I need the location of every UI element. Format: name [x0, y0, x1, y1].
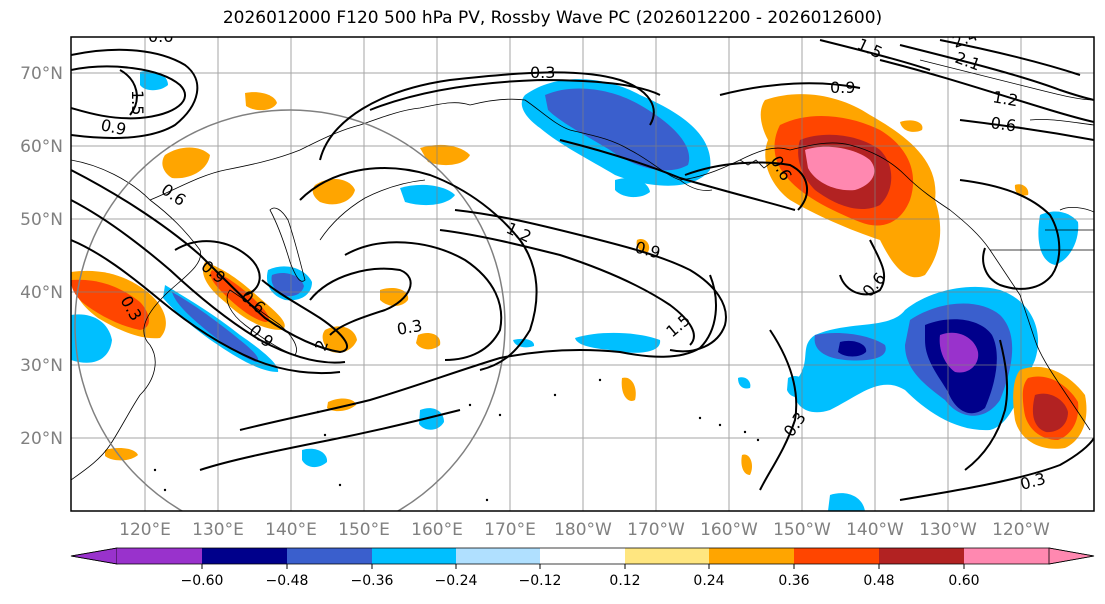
negative-anomaly-blob: [400, 184, 455, 206]
colorbar-segment: [117, 548, 202, 564]
positive-anomaly-blob: [900, 120, 923, 132]
lon-label: 130°E: [192, 520, 244, 540]
colorbar-segment: [372, 548, 456, 564]
lat-label: 30°N: [20, 356, 63, 376]
colorbar-segment: [794, 548, 879, 564]
colorbar-tick-label: 0.12: [609, 573, 640, 589]
negative-anomaly-japan-core: [172, 292, 259, 362]
colorbar-tick-label: −0.12: [519, 573, 562, 589]
colorbar-tick-label: −0.48: [266, 573, 309, 589]
pv-shading: [71, 70, 1087, 511]
contour-label: 1.5: [854, 34, 885, 62]
contour-label: 0.3: [530, 63, 555, 82]
positive-anomaly-blob: [105, 447, 138, 461]
contour-label: 0.3: [1018, 469, 1048, 494]
islands: [153, 378, 760, 502]
lon-label: 170°W: [627, 520, 685, 540]
negative-anomaly-blob: [419, 408, 444, 430]
negative-anomaly-sakhalin-core: [271, 273, 304, 297]
contour-label: 0.3: [395, 316, 423, 339]
colorbar-segment: [540, 548, 625, 564]
map-title: 2026012000 F120 500 hPa PV, Rossby Wave …: [222, 8, 883, 28]
colorbar-arrow-max: [1048, 547, 1095, 565]
colorbar-outline: [70, 547, 1095, 565]
colorbar-tick-label: 0.60: [948, 573, 979, 589]
colorbar: −0.60 −0.48 −0.36 −0.24 −0.12 0.12 0.24 …: [70, 547, 1095, 589]
analysis-region-circle: [74, 109, 506, 511]
colorbar-tick-label: −0.24: [435, 573, 478, 589]
coastlines: [71, 59, 1094, 481]
colorbar-segment: [964, 548, 1049, 564]
contour-label: 0.9: [830, 78, 855, 97]
contour-label: 0.6: [148, 27, 173, 46]
contour-label: 1.5: [662, 310, 694, 341]
negative-anomaly-blob: [828, 493, 865, 511]
lat-label: 50°N: [20, 210, 63, 230]
colorbar-segment: [456, 548, 540, 564]
contour-label: 0.9: [633, 238, 663, 263]
positive-anomaly-blob: [621, 377, 636, 401]
negative-anomaly-china: [71, 314, 112, 363]
colorbar-tick-label: 0.48: [863, 573, 894, 589]
graticule: [71, 37, 1094, 511]
positive-anomaly-blob: [1014, 184, 1029, 196]
lon-label: 150°W: [773, 520, 831, 540]
lon-label: 170°E: [484, 520, 536, 540]
lat-label: 20°N: [20, 429, 63, 449]
colorbar-segment: [202, 548, 287, 564]
contour-label: 0.3: [780, 409, 810, 441]
positive-anomaly-blob: [245, 92, 277, 111]
lon-label: 160°E: [411, 520, 463, 540]
lon-label: 120°E: [119, 520, 171, 540]
negative-anomaly-blob: [140, 70, 168, 91]
latitude-labels: 70°N 60°N 50°N 40°N 30°N 20°N: [20, 64, 63, 449]
contour-label: 1.2: [991, 87, 1019, 110]
lat-label: 40°N: [20, 283, 63, 303]
colorbar-segment: [879, 548, 964, 564]
positive-anomaly-gulf-max: [805, 146, 875, 191]
map-panel: 0.9 1.5 0.6 0.3 0.9 1.5 2.1 2.4 1.2 0.6 …: [71, 27, 1094, 511]
lon-label: 180°W: [554, 520, 612, 540]
positive-anomaly-blob: [420, 144, 470, 166]
colorbar-segment: [625, 548, 709, 564]
contour-label: 1.5: [128, 90, 147, 115]
colorbar-arrow-min: [70, 547, 118, 565]
positive-anomaly-blob: [312, 178, 355, 205]
colorbar-tick-label: −0.60: [181, 573, 224, 589]
pv-contours: [71, 39, 1094, 501]
negative-anomaly-subtropics-west-core: [838, 340, 867, 357]
map-frame: [70, 36, 1095, 512]
positive-anomaly-blob: [636, 239, 650, 252]
positive-anomaly-blob: [741, 454, 753, 475]
colorbar-segment: [287, 548, 372, 564]
negative-anomaly-blob: [738, 377, 751, 389]
contour-label: 0.6: [989, 113, 1017, 135]
positive-anomaly-blob: [416, 333, 441, 350]
positive-anomaly-california-peak: [1032, 393, 1068, 433]
lat-label: 70°N: [20, 64, 63, 84]
lon-label: 160°W: [700, 520, 758, 540]
colorbar-tick-label: −0.36: [351, 573, 394, 589]
lon-label: 140°W: [846, 520, 904, 540]
negative-anomaly-blob: [615, 178, 650, 198]
lon-label: 120°W: [992, 520, 1050, 540]
lat-label: 60°N: [20, 137, 63, 157]
contour-label: 0.9: [99, 115, 128, 139]
lon-label: 150°E: [338, 520, 390, 540]
negative-anomaly-blob: [787, 375, 807, 398]
negative-anomaly-east-pacific-max: [939, 332, 979, 373]
negative-anomaly-bering-core: [545, 88, 690, 171]
colorbar-tick-label: 0.24: [693, 573, 724, 589]
lon-label: 140°E: [265, 520, 317, 540]
longitude-labels: 120°E 130°E 140°E 150°E 160°E 170°E 180°…: [119, 520, 1050, 540]
contour-label: 2.1: [953, 48, 983, 75]
positive-anomaly-blob: [162, 147, 210, 179]
colorbar-tick-label: 0.36: [778, 573, 809, 589]
lon-label: 130°W: [919, 520, 977, 540]
negative-anomaly-blob: [302, 448, 328, 468]
colorbar-segment: [709, 548, 794, 564]
negative-anomaly-blob: [575, 332, 661, 353]
